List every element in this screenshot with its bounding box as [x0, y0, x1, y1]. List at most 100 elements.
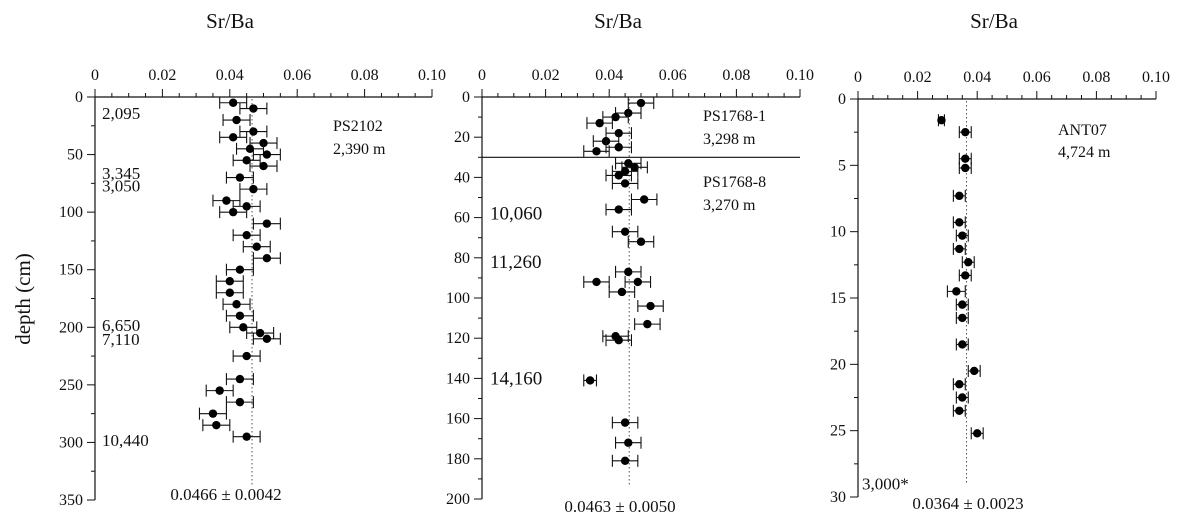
data-point	[643, 319, 652, 329]
y-tick-label: 80	[454, 250, 470, 267]
x-axis-title: Sr/Ba	[594, 9, 643, 33]
data-point	[249, 184, 258, 194]
y-tick-label: 200	[59, 319, 83, 336]
data-point	[955, 244, 964, 254]
data-point	[585, 376, 595, 385]
site-label: 4,724 m	[1058, 144, 1111, 161]
data-point	[937, 116, 946, 125]
y-tick-label: 100	[446, 290, 470, 307]
data-point	[624, 438, 633, 447]
y-tick-label: 25	[830, 423, 846, 440]
data-point	[955, 191, 964, 201]
y-tick-label: 30	[830, 489, 846, 506]
data-point	[262, 254, 272, 263]
y-tick-label: 350	[59, 492, 83, 509]
data-point	[249, 127, 258, 136]
y-tick-label: 10	[830, 224, 846, 241]
data-point	[955, 218, 964, 227]
data-point	[239, 323, 248, 332]
x-tick-label: 0.08	[1082, 69, 1110, 86]
data-point	[595, 118, 604, 128]
data-point	[252, 242, 261, 251]
data-point	[228, 207, 238, 217]
data-point	[620, 456, 630, 466]
data-point	[952, 287, 961, 296]
y-tick-label: 20	[830, 356, 846, 373]
y-tick-label: 200	[446, 491, 470, 508]
age-label: 3,000*	[862, 475, 909, 494]
x-tick-label: 0.08	[351, 67, 379, 84]
data-point	[592, 277, 601, 287]
x-tick-label: 0	[854, 69, 862, 86]
chart-panel-1: Sr/Ba 0 0.02 0.04 0.06 0.08 0.10 0 50 100 150 200 25…	[59, 9, 446, 509]
site-label: ANT07	[1058, 122, 1107, 139]
data-point	[646, 301, 655, 311]
age-label: 11,260	[490, 252, 542, 273]
x-tick-label: 0.04	[216, 67, 244, 84]
data-point	[242, 230, 251, 240]
x-axis-title: Sr/Ba	[970, 9, 1019, 33]
site-label: 2,390 m	[333, 141, 386, 158]
data-point	[212, 420, 221, 430]
data-point	[620, 167, 630, 176]
data-point	[262, 150, 272, 159]
data-point	[639, 195, 649, 204]
y-tick-label: 50	[67, 147, 83, 164]
data-point	[633, 277, 643, 287]
x-tick-label: 0.06	[1023, 69, 1051, 86]
data-point	[614, 128, 623, 138]
y-tick-label: 120	[446, 330, 470, 347]
x-tick-label: 0.02	[148, 67, 176, 84]
data-point	[958, 231, 967, 240]
data-point	[624, 267, 633, 277]
age-label: 14,160	[490, 368, 542, 389]
y-tick-label: 300	[59, 434, 83, 451]
data-point	[614, 205, 623, 214]
data-point	[958, 340, 967, 349]
y-axis-title: depth (cm)	[11, 253, 35, 345]
y-tick-label: 15	[830, 290, 846, 307]
data-point	[961, 127, 970, 137]
data-point	[235, 397, 245, 407]
x-tick-label: 0.10	[786, 67, 814, 84]
site-label: PS1768-8	[703, 174, 766, 191]
data-point	[262, 219, 272, 228]
y-tick-label: 0	[838, 91, 846, 108]
data-point	[611, 112, 620, 122]
x-tick-label: 0.10	[418, 67, 446, 84]
y-tick-label: 250	[59, 377, 83, 394]
data-point	[964, 257, 973, 267]
data-point	[958, 393, 967, 402]
data-point	[620, 227, 630, 236]
x-axis-title: Sr/Ba	[206, 9, 255, 33]
data-point	[636, 237, 646, 246]
data-point	[249, 104, 258, 113]
data-point	[961, 163, 970, 173]
mean-annotation: 0.0466 ± 0.0042	[170, 485, 281, 504]
data-point	[255, 328, 265, 338]
y-tick-label: 140	[446, 370, 470, 387]
x-tick-label: 0.02	[532, 67, 560, 84]
data-point	[961, 271, 970, 280]
x-tick-label: 0	[478, 67, 486, 84]
x-tick-label: 0.04	[595, 67, 623, 84]
y-tick-label: 150	[59, 262, 83, 279]
site-label: PS1768-1	[703, 108, 766, 125]
y-tick-label: 180	[446, 451, 470, 468]
chart-panel-2: Sr/Ba 0 0.02 0.04 0.06 0.08 0.10 0 20 40 60 80 100 12…	[446, 9, 814, 516]
y-tick-label: 40	[454, 169, 470, 186]
data-point	[208, 409, 218, 418]
mean-annotation: 0.0463 ± 0.0050	[564, 497, 675, 516]
data-point	[232, 300, 241, 309]
x-tick-label: 0.08	[722, 67, 750, 84]
mean-annotation: 0.0364 ± 0.0023	[912, 494, 1023, 513]
data-point	[245, 144, 255, 154]
data-point	[225, 277, 234, 286]
x-tick-label: 0	[91, 67, 99, 84]
data-point	[259, 161, 268, 171]
data-point	[955, 406, 964, 415]
data-point	[620, 418, 630, 427]
age-label: 3,050	[102, 177, 140, 196]
age-label: 7,110	[102, 330, 140, 349]
